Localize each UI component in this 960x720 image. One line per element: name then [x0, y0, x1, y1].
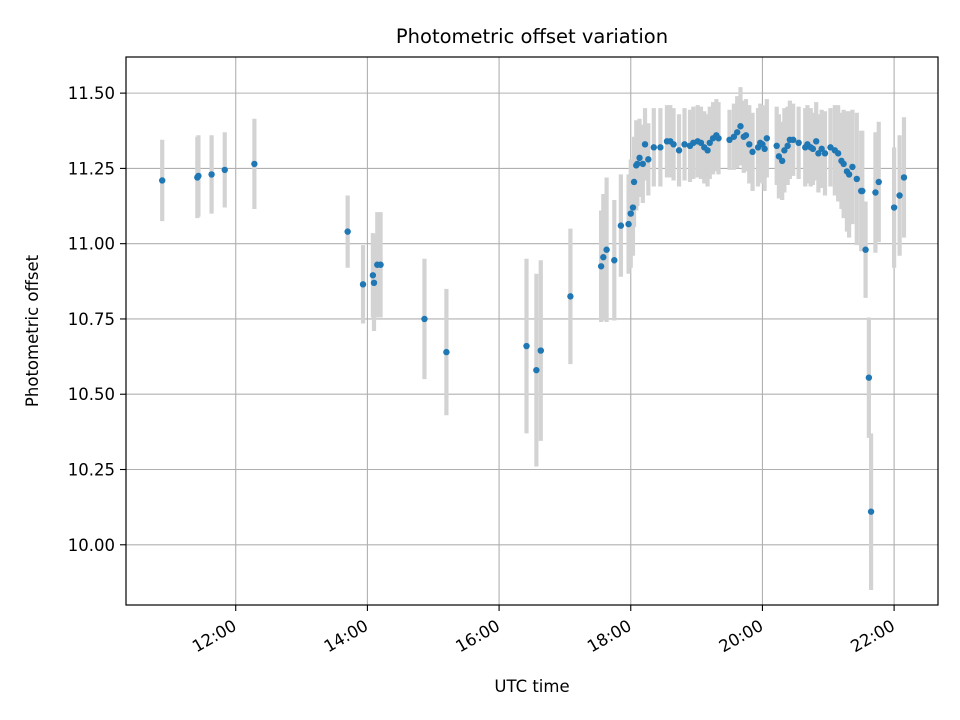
- data-point: [634, 160, 641, 168]
- data-point: [875, 178, 882, 186]
- grid-lines: [126, 57, 938, 605]
- data-point: [900, 174, 908, 181]
- data-point: [639, 160, 647, 168]
- data-point: [761, 145, 768, 153]
- data-point: [778, 157, 786, 165]
- data-point: [636, 154, 643, 162]
- data-point: [896, 192, 903, 199]
- data-point: [746, 141, 753, 148]
- data-point: [650, 144, 657, 151]
- data-point: [865, 374, 873, 381]
- data-point: [675, 147, 683, 154]
- data-point: [195, 172, 202, 180]
- data-point: [867, 508, 875, 515]
- y-tick-label: 10.00: [68, 536, 115, 555]
- data-point: [840, 160, 847, 168]
- data-point: [849, 163, 856, 171]
- data-point: [359, 281, 367, 288]
- data-point: [749, 148, 756, 156]
- data-point: [795, 139, 802, 147]
- data-point: [600, 254, 607, 261]
- y-tick-label: 10.75: [68, 310, 115, 329]
- data-point: [159, 177, 166, 184]
- data-point: [567, 293, 574, 300]
- y-axis-label: Photometric offset: [23, 254, 42, 407]
- data-point: [443, 348, 450, 356]
- data-point: [421, 315, 428, 323]
- data-point: [697, 139, 705, 147]
- data-point: [859, 187, 866, 195]
- y-tick-label: 11.00: [68, 235, 115, 254]
- data-point: [629, 204, 637, 211]
- data-point: [809, 145, 817, 153]
- data-point: [862, 246, 869, 253]
- data-point: [603, 246, 610, 253]
- data-point: [775, 153, 783, 160]
- y-axis-ticks: 10.00 10.25 10.50 10.75 11.00 11.25 11.50: [68, 84, 126, 555]
- y-tick-label: 10.50: [68, 385, 115, 404]
- y-tick-label: 10.25: [68, 461, 115, 480]
- data-point: [789, 136, 797, 144]
- data-points: [159, 123, 908, 515]
- data-point: [617, 222, 625, 229]
- data-point: [730, 133, 738, 140]
- data-point: [845, 171, 853, 178]
- data-point: [377, 261, 384, 268]
- data-point: [630, 178, 638, 186]
- data-point: [523, 342, 530, 350]
- data-point: [627, 210, 634, 217]
- data-point: [251, 160, 258, 168]
- data-point: [657, 144, 664, 151]
- data-point: [704, 147, 711, 154]
- y-tick-label: 11.50: [68, 84, 115, 103]
- data-point: [872, 189, 879, 196]
- data-point: [597, 263, 605, 270]
- x-axis-label: UTC time: [494, 677, 569, 696]
- data-point: [733, 129, 741, 136]
- data-point: [834, 150, 842, 157]
- plot-frame: [125, 56, 939, 606]
- data-point: [641, 141, 649, 148]
- data-point: [706, 139, 713, 147]
- data-point: [344, 228, 351, 235]
- data-point: [645, 156, 652, 163]
- data-point: [715, 135, 722, 142]
- data-point: [537, 347, 544, 354]
- y-tick-label: 11.25: [68, 159, 115, 178]
- data-point: [625, 220, 632, 228]
- data-point: [813, 138, 820, 145]
- data-point: [773, 142, 780, 150]
- data-point: [611, 257, 618, 264]
- data-point: [370, 279, 378, 287]
- data-point: [681, 141, 688, 148]
- chart-title: Photometric offset variation: [396, 25, 668, 48]
- data-point: [670, 141, 677, 148]
- data-point: [208, 171, 215, 178]
- data-point: [533, 366, 540, 374]
- data-point: [763, 135, 771, 142]
- data-point: [369, 272, 377, 279]
- data-point: [818, 145, 825, 153]
- data-point: [737, 123, 744, 130]
- data-point: [742, 132, 750, 139]
- data-point: [821, 150, 829, 157]
- data-point: [781, 147, 788, 154]
- data-point: [853, 175, 860, 183]
- data-point: [221, 166, 228, 174]
- data-point: [890, 204, 898, 211]
- data-point: [815, 150, 822, 157]
- data-point: [784, 142, 791, 150]
